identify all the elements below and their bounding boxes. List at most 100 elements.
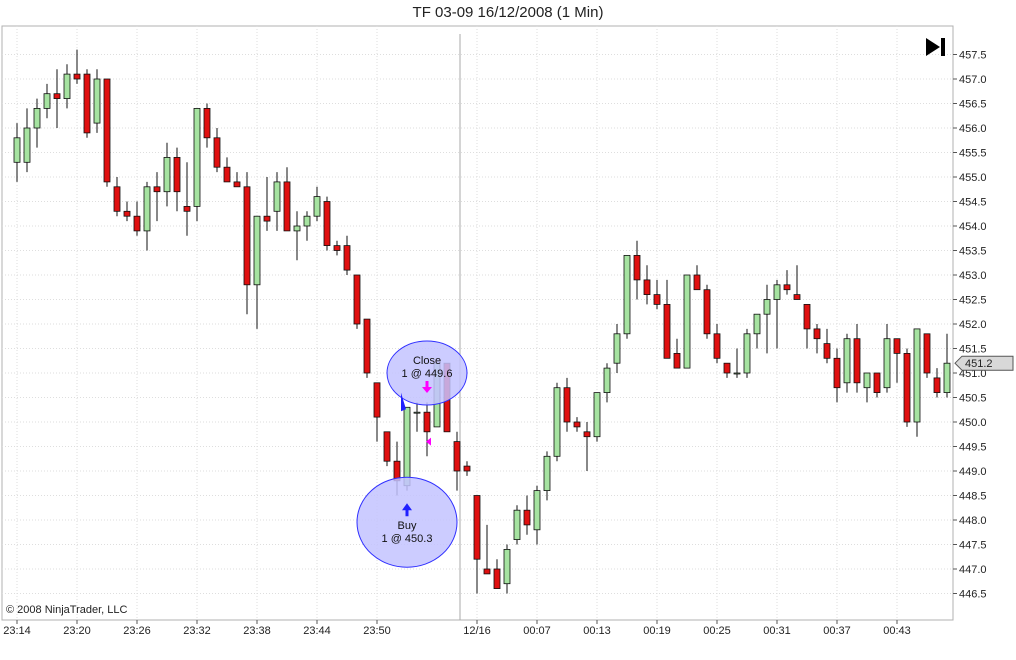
candle: [423, 402, 431, 457]
candle-body: [833, 357, 841, 389]
candle-body: [683, 274, 691, 369]
candle-body: [713, 333, 721, 359]
y-tick-label: 452.5: [959, 295, 987, 307]
y-tick-label: 453.5: [959, 246, 987, 258]
close-arrow-icon: [422, 381, 432, 393]
last-price-marker: 451.2: [954, 355, 1014, 371]
y-tick-label: 451.0: [959, 368, 987, 380]
candle-body: [723, 362, 731, 374]
y-axis: 457.5 457.0 456.5 456.0 455.5 455.0 454.5 454.0…: [953, 50, 987, 601]
candle: [223, 157, 231, 183]
candle: [613, 324, 621, 373]
candle-body: [653, 294, 661, 305]
candle-body: [483, 568, 491, 575]
candle: [213, 128, 221, 173]
candle: [13, 123, 21, 182]
candle-body: [893, 338, 901, 354]
candle-body: [183, 205, 191, 212]
candle: [243, 172, 251, 315]
candle: [853, 324, 861, 393]
close-label: Close: [413, 355, 441, 367]
candle: [323, 196, 331, 251]
candle: [153, 172, 161, 222]
y-tick-label: 456.0: [959, 123, 987, 135]
candle: [943, 333, 951, 398]
buy-detail: 1 @ 450.3: [382, 533, 433, 545]
candle-body: [543, 455, 551, 491]
candle: [373, 382, 381, 442]
candle: [663, 279, 671, 359]
y-tick-label: 451.5: [959, 344, 987, 356]
x-tick-label: 23:20: [63, 625, 91, 637]
y-tick-label: 449.0: [959, 466, 987, 478]
candle-body: [623, 254, 631, 335]
buy-label: Buy: [398, 520, 417, 532]
candle: [113, 177, 121, 217]
candle: [463, 461, 471, 476]
buy-execution-marker: [401, 392, 406, 412]
candle: [183, 162, 191, 236]
candle-body: [333, 245, 341, 251]
candle-body: [903, 352, 911, 423]
y-tick-label: 457.5: [959, 50, 987, 62]
candle: [743, 328, 751, 378]
candle: [353, 274, 361, 329]
candle-body: [33, 108, 41, 129]
candle: [843, 333, 851, 393]
candle: [923, 333, 931, 378]
candle-body: [273, 181, 281, 212]
candle: [693, 265, 701, 291]
y-tick-label: 453.0: [959, 270, 987, 282]
candle: [633, 240, 641, 300]
candle: [173, 147, 181, 212]
candle-body: [553, 387, 561, 457]
candle: [903, 348, 911, 427]
candle-body: [463, 465, 471, 472]
y-tick-label: 446.5: [959, 589, 987, 601]
candle-body: [673, 352, 681, 369]
y-tick-label: 450.0: [959, 417, 987, 429]
scroll-to-end-icon[interactable]: [926, 38, 945, 56]
candle-body: [703, 289, 711, 335]
candle-body: [843, 338, 851, 384]
candle: [673, 338, 681, 369]
candle-body: [603, 367, 611, 394]
candle: [43, 83, 51, 119]
candles: [13, 49, 951, 594]
x-tick-label: 23:26: [123, 625, 151, 637]
x-tick-label: 23:14: [3, 625, 31, 637]
y-tick-label: 455.5: [959, 148, 987, 160]
candle: [863, 372, 871, 403]
candle: [793, 265, 801, 300]
candle: [813, 324, 821, 354]
candle: [893, 338, 901, 383]
candle: [583, 422, 591, 471]
candle: [103, 78, 111, 187]
candle-body: [453, 441, 461, 472]
candle: [723, 362, 731, 378]
candle: [53, 69, 61, 128]
candle-body: [233, 181, 241, 188]
candle: [333, 240, 341, 256]
candle-body: [73, 73, 81, 80]
candle: [273, 172, 281, 231]
x-tick-label: 00:25: [703, 625, 731, 637]
candle-body: [563, 387, 571, 423]
candle-body: [913, 328, 921, 423]
close-execution-marker: [426, 437, 431, 446]
last-price-arrow: [954, 355, 1014, 371]
candle: [873, 372, 881, 398]
candle-body: [933, 377, 941, 393]
candle: [553, 382, 561, 462]
candle: [623, 254, 631, 339]
candle: [283, 167, 291, 232]
x-tick-label: 00:13: [583, 625, 611, 637]
candle: [143, 181, 151, 251]
y-tick-label: 454.5: [959, 197, 987, 209]
candle-body: [293, 225, 301, 232]
y-tick-label: 447.5: [959, 540, 987, 552]
y-tick-label: 457.0: [959, 74, 987, 86]
candle: [383, 431, 391, 467]
candle-body: [813, 328, 821, 340]
